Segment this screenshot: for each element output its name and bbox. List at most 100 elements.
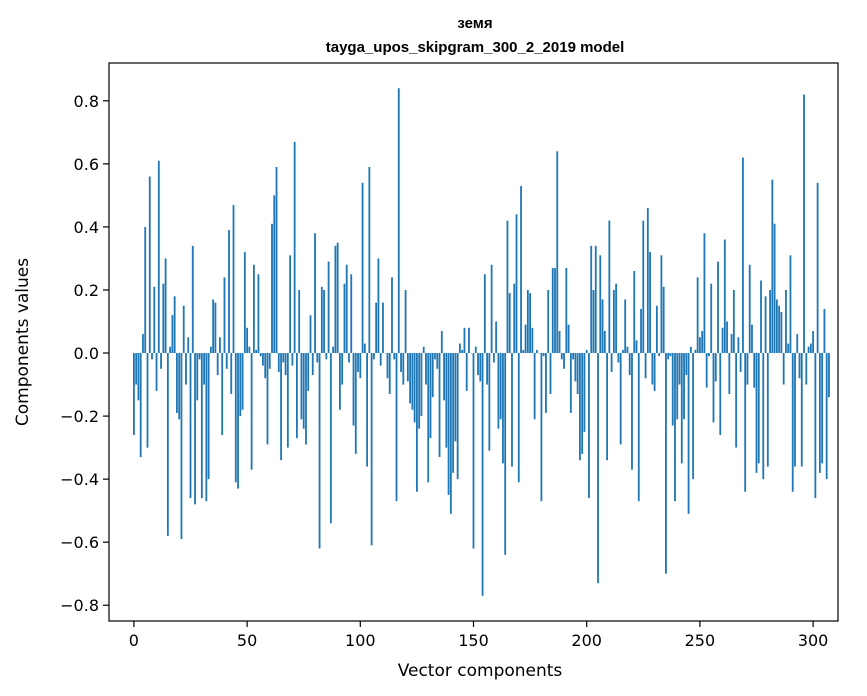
bar	[730, 334, 733, 354]
bar	[644, 353, 647, 379]
bar	[617, 353, 620, 363]
bar	[382, 302, 384, 354]
bar	[372, 353, 375, 360]
bar	[583, 353, 586, 432]
bar	[472, 353, 475, 549]
bar	[133, 353, 135, 435]
chart-subtitle: tayga_upos_skipgram_300_2_2019 model	[326, 39, 625, 56]
bar	[490, 264, 493, 354]
bar	[250, 353, 253, 470]
x-tick-label: 150	[458, 631, 489, 650]
bar	[796, 334, 799, 354]
bar	[640, 308, 642, 354]
bar	[615, 283, 618, 354]
bar	[513, 283, 516, 354]
bar	[137, 353, 140, 401]
bar	[178, 353, 181, 420]
bar	[345, 264, 348, 354]
bar	[171, 315, 174, 354]
bar	[588, 353, 590, 499]
bar	[508, 293, 511, 354]
bar	[603, 330, 606, 354]
bar	[766, 353, 769, 467]
bar	[268, 353, 271, 369]
y-tick-label: 0.0	[74, 344, 99, 363]
bar	[266, 353, 269, 445]
bar	[807, 346, 810, 354]
bar	[687, 353, 690, 514]
bar	[314, 233, 316, 354]
bar	[221, 353, 224, 435]
bar	[311, 353, 314, 376]
bar	[223, 277, 226, 354]
x-tick-label: 50	[237, 631, 257, 650]
bar	[712, 353, 715, 423]
bar	[708, 353, 710, 357]
bar	[209, 346, 212, 354]
bar	[818, 353, 821, 473]
bar	[502, 353, 504, 464]
bar	[678, 353, 681, 385]
bar	[726, 321, 728, 354]
bar	[816, 182, 819, 354]
bar	[320, 286, 323, 354]
bar	[597, 353, 599, 584]
bar	[219, 337, 221, 354]
bar	[275, 167, 278, 354]
bar	[520, 185, 522, 354]
bar	[671, 353, 674, 426]
bar	[307, 353, 310, 391]
bar	[431, 353, 434, 398]
x-axis-ticks: 0 50 100 150 200 250 300	[129, 621, 828, 650]
bar	[280, 353, 282, 461]
bar	[721, 327, 724, 354]
bar	[780, 312, 783, 354]
bar	[775, 299, 778, 354]
bar	[676, 353, 679, 420]
bar	[646, 208, 649, 354]
bar	[547, 289, 550, 354]
bar	[264, 353, 267, 379]
bar	[164, 258, 167, 354]
y-tick-label: −0.8	[60, 596, 99, 615]
bar	[787, 343, 790, 354]
bar	[748, 264, 751, 354]
bar	[325, 353, 328, 360]
bar	[642, 220, 645, 354]
bar	[176, 353, 178, 413]
y-axis-ticks: −0.8 −0.6 −0.4 −0.2 0.0 0.2 0.4 0.6 0.8	[60, 92, 109, 615]
bar	[468, 327, 470, 354]
bar	[252, 264, 255, 354]
bar	[411, 353, 414, 410]
bar	[146, 353, 149, 448]
bar	[391, 277, 393, 354]
bar	[506, 220, 509, 354]
bar	[755, 353, 758, 473]
bar	[723, 239, 726, 354]
x-tick-label: 0	[129, 631, 139, 650]
bar	[318, 353, 321, 549]
bar	[316, 353, 319, 363]
bar	[336, 242, 339, 354]
bar	[814, 353, 817, 499]
bar	[794, 353, 796, 467]
bar	[363, 343, 366, 354]
bar	[456, 353, 459, 480]
bar	[515, 214, 518, 354]
bar	[660, 255, 663, 354]
bar	[388, 353, 391, 395]
bar	[305, 353, 307, 445]
bar	[825, 353, 828, 480]
bar	[533, 353, 536, 420]
bar	[565, 267, 568, 354]
bar	[377, 258, 380, 354]
bar	[608, 220, 611, 354]
bar	[300, 353, 303, 420]
bar	[334, 245, 337, 354]
bar	[590, 245, 593, 354]
bar	[633, 271, 636, 354]
bar	[196, 353, 199, 401]
bar	[169, 346, 172, 354]
bar	[271, 223, 273, 354]
